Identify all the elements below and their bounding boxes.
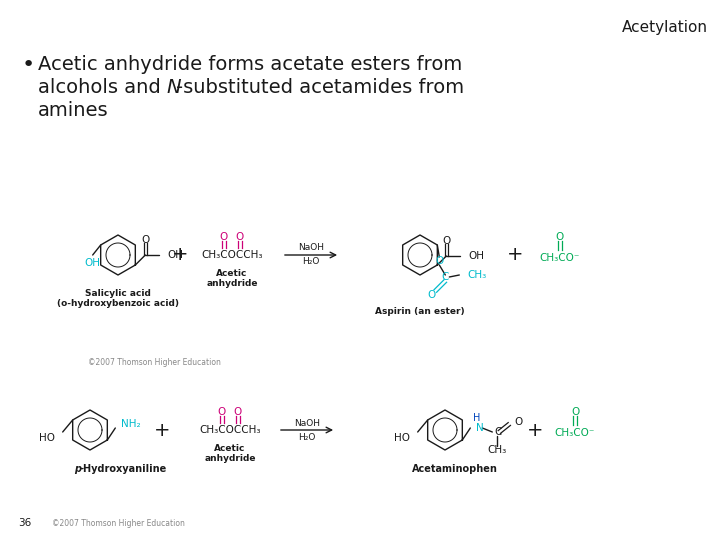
Text: •: • — [22, 55, 35, 75]
Text: ©2007 Thomson Higher Education: ©2007 Thomson Higher Education — [88, 358, 221, 367]
Text: CH₃: CH₃ — [487, 445, 507, 455]
Text: NaOH: NaOH — [298, 244, 324, 253]
Text: O: O — [141, 235, 150, 245]
Text: N: N — [166, 78, 181, 97]
Text: H₂O: H₂O — [298, 433, 315, 442]
Text: CH₃COCCH₃: CH₃COCCH₃ — [202, 250, 263, 260]
Text: +: + — [527, 421, 544, 440]
Text: O: O — [514, 417, 523, 427]
Text: OH: OH — [468, 251, 485, 261]
Text: O: O — [427, 290, 436, 300]
Text: alcohols and: alcohols and — [38, 78, 167, 97]
Text: +: + — [154, 421, 170, 440]
Text: OH: OH — [85, 258, 101, 268]
Text: O: O — [442, 236, 451, 246]
Text: Salicylic acid
(o-hydroxybenzoic acid): Salicylic acid (o-hydroxybenzoic acid) — [57, 289, 179, 308]
Text: 36: 36 — [18, 518, 31, 528]
Text: OH: OH — [167, 250, 184, 260]
Text: HO: HO — [39, 433, 55, 443]
Text: CH₃COCCH₃: CH₃COCCH₃ — [199, 425, 261, 435]
Text: H₂O: H₂O — [302, 258, 320, 267]
Text: C: C — [441, 272, 449, 282]
Text: C: C — [495, 427, 502, 437]
Text: Aspirin (an ester): Aspirin (an ester) — [375, 307, 465, 315]
Text: Acetic
anhydride: Acetic anhydride — [206, 269, 258, 288]
Text: Acetic
anhydride: Acetic anhydride — [204, 444, 256, 463]
Text: O: O — [236, 232, 244, 242]
Text: p-Hydroxyaniline: p-Hydroxyaniline — [0, 539, 1, 540]
Text: CH₃CO⁻: CH₃CO⁻ — [540, 253, 580, 263]
Text: ©2007 Thomson Higher Education: ©2007 Thomson Higher Education — [52, 519, 185, 528]
Text: O: O — [234, 407, 242, 417]
Text: HO: HO — [394, 433, 410, 443]
Text: NH₂: NH₂ — [122, 419, 141, 429]
Text: +: + — [172, 246, 188, 265]
Text: N: N — [477, 423, 484, 433]
Text: O: O — [556, 232, 564, 242]
Text: ‐substituted acetamides from: ‐substituted acetamides from — [176, 78, 464, 97]
Text: CH₃: CH₃ — [467, 270, 487, 280]
Text: O: O — [435, 256, 444, 266]
Text: O: O — [218, 407, 226, 417]
Text: +: + — [507, 246, 523, 265]
Text: p: p — [74, 464, 81, 474]
Text: H: H — [472, 413, 480, 423]
Text: NaOH: NaOH — [294, 418, 320, 428]
Text: amines: amines — [38, 101, 109, 120]
Text: O: O — [220, 232, 228, 242]
Text: Acetylation: Acetylation — [622, 20, 708, 35]
Text: CH₃CO⁻: CH₃CO⁻ — [555, 428, 595, 438]
Text: -Hydroxyaniline: -Hydroxyaniline — [80, 464, 167, 474]
Text: Acetaminophen: Acetaminophen — [412, 464, 498, 474]
Text: O: O — [571, 407, 579, 417]
Text: Acetic anhydride forms acetate esters from: Acetic anhydride forms acetate esters fr… — [38, 55, 462, 74]
